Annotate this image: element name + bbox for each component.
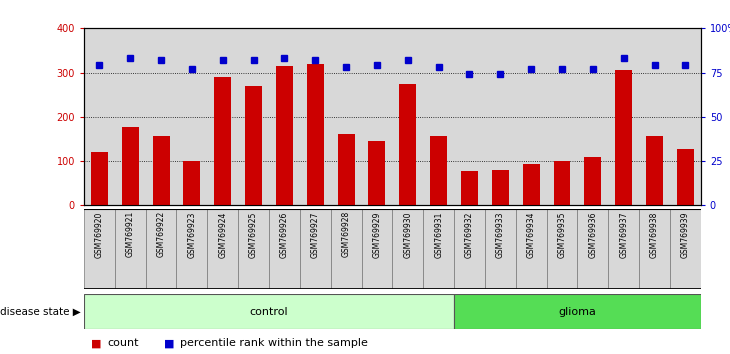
Bar bbox=[423, 28, 454, 205]
Text: GSM769926: GSM769926 bbox=[280, 211, 289, 258]
Text: GSM769938: GSM769938 bbox=[650, 211, 659, 258]
Bar bbox=[553, 161, 570, 205]
Bar bbox=[577, 28, 608, 205]
Bar bbox=[269, 28, 300, 205]
Text: percentile rank within the sample: percentile rank within the sample bbox=[180, 338, 368, 348]
Bar bbox=[177, 209, 207, 289]
Bar bbox=[300, 28, 331, 205]
Text: GSM769936: GSM769936 bbox=[588, 211, 597, 258]
Bar bbox=[122, 127, 139, 205]
Text: ■: ■ bbox=[164, 338, 174, 348]
Bar bbox=[238, 209, 269, 289]
Bar bbox=[183, 161, 200, 205]
Text: GSM769929: GSM769929 bbox=[372, 211, 382, 258]
Bar bbox=[547, 28, 577, 205]
Bar bbox=[646, 136, 663, 205]
Bar bbox=[515, 28, 547, 205]
Bar bbox=[670, 28, 701, 205]
Bar bbox=[577, 209, 608, 289]
Text: GSM769925: GSM769925 bbox=[249, 211, 258, 258]
Bar bbox=[515, 209, 547, 289]
Bar bbox=[430, 136, 447, 205]
Text: GSM769928: GSM769928 bbox=[342, 211, 350, 257]
Bar bbox=[492, 170, 509, 205]
Bar bbox=[115, 28, 145, 205]
Bar bbox=[677, 149, 694, 205]
Text: GSM769933: GSM769933 bbox=[496, 211, 505, 258]
Bar bbox=[639, 209, 670, 289]
Bar bbox=[238, 28, 269, 205]
Bar bbox=[461, 171, 478, 205]
Bar bbox=[300, 209, 331, 289]
Bar bbox=[361, 209, 393, 289]
Bar bbox=[307, 64, 323, 205]
Bar bbox=[84, 209, 115, 289]
Bar bbox=[84, 28, 115, 205]
Bar bbox=[276, 66, 293, 205]
Bar bbox=[91, 152, 108, 205]
Bar bbox=[392, 28, 423, 205]
Text: GSM769931: GSM769931 bbox=[434, 211, 443, 258]
Bar bbox=[423, 209, 454, 289]
Text: GSM769927: GSM769927 bbox=[311, 211, 320, 258]
Bar bbox=[608, 28, 639, 205]
Bar bbox=[207, 209, 238, 289]
Bar bbox=[615, 70, 632, 205]
Bar bbox=[145, 209, 177, 289]
Bar bbox=[215, 77, 231, 205]
Bar bbox=[177, 28, 207, 205]
Bar bbox=[485, 28, 515, 205]
Bar bbox=[84, 294, 454, 329]
Text: count: count bbox=[107, 338, 139, 348]
Bar bbox=[454, 28, 485, 205]
Bar bbox=[115, 209, 145, 289]
Bar bbox=[454, 209, 485, 289]
Bar bbox=[393, 209, 423, 289]
Bar bbox=[670, 209, 701, 289]
Bar bbox=[269, 209, 300, 289]
Bar bbox=[585, 156, 602, 205]
Bar bbox=[547, 209, 577, 289]
Bar bbox=[331, 209, 361, 289]
Bar bbox=[145, 28, 177, 205]
Bar bbox=[523, 164, 539, 205]
Bar bbox=[608, 209, 639, 289]
Text: GSM769932: GSM769932 bbox=[465, 211, 474, 258]
Text: GSM769939: GSM769939 bbox=[681, 211, 690, 258]
Bar bbox=[369, 141, 385, 205]
Text: control: control bbox=[250, 307, 288, 316]
Bar bbox=[331, 28, 361, 205]
Text: GSM769937: GSM769937 bbox=[619, 211, 629, 258]
Text: GSM769930: GSM769930 bbox=[403, 211, 412, 258]
Bar bbox=[485, 209, 515, 289]
Bar bbox=[153, 136, 169, 205]
Text: GSM769921: GSM769921 bbox=[126, 211, 135, 257]
Text: ■: ■ bbox=[91, 338, 101, 348]
Text: GSM769935: GSM769935 bbox=[558, 211, 566, 258]
Text: GSM769934: GSM769934 bbox=[526, 211, 536, 258]
Text: GSM769924: GSM769924 bbox=[218, 211, 227, 258]
Bar bbox=[245, 86, 262, 205]
Bar bbox=[454, 294, 701, 329]
Text: disease state ▶: disease state ▶ bbox=[0, 307, 80, 316]
Bar bbox=[207, 28, 238, 205]
Text: GSM769923: GSM769923 bbox=[188, 211, 196, 258]
Bar bbox=[361, 28, 392, 205]
Bar bbox=[399, 84, 416, 205]
Text: GSM769922: GSM769922 bbox=[156, 211, 166, 257]
Bar bbox=[338, 133, 355, 205]
Text: glioma: glioma bbox=[558, 307, 596, 316]
Bar bbox=[639, 28, 670, 205]
Text: GSM769920: GSM769920 bbox=[95, 211, 104, 258]
